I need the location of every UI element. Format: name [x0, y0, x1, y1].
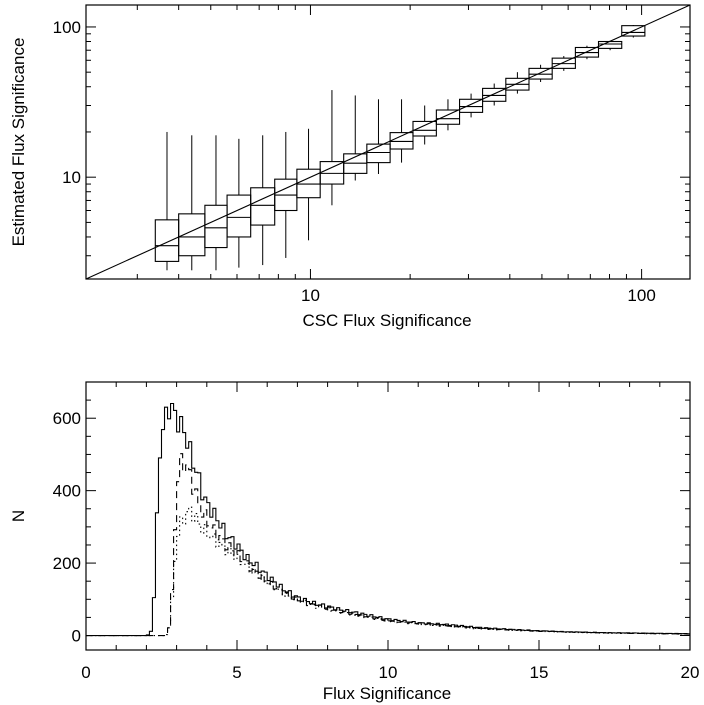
x-tick-label: 15: [530, 663, 549, 682]
histogram-frame: [85, 381, 691, 651]
x-tick-label: 5: [232, 663, 241, 682]
box-10: [389, 132, 414, 150]
box-plot-ticks: 10 100 10 100: [53, 5, 690, 305]
y-tick-label: 600: [53, 409, 81, 428]
box-7: [319, 161, 345, 185]
x-tick-label: 100: [627, 286, 655, 305]
box-3: [226, 194, 252, 238]
box-14: [482, 87, 507, 102]
box-plot-ylabel: Estimated Flux Significance: [9, 38, 28, 247]
x-tick-label: 10: [301, 286, 320, 305]
box-13: [459, 98, 484, 113]
box-plot-panel: 10 100 10 100 CSC Flux Significance Estimat…: [9, 4, 691, 330]
x-tick-label: 20: [681, 663, 700, 682]
histogram-marks: [86, 402, 690, 637]
histogram-dotted: [86, 506, 690, 637]
box-12: [435, 109, 461, 125]
box-plot-frame: [85, 4, 691, 280]
box-20: [621, 25, 646, 37]
box-9: [366, 143, 391, 164]
box-plot-marks: [85, 4, 691, 280]
x-tick-label: 10: [379, 663, 398, 682]
histogram-ylabel: N: [9, 510, 28, 522]
y-tick-label: 400: [53, 482, 81, 501]
x-tick-label: 0: [81, 663, 90, 682]
box-6: [296, 168, 321, 199]
y-tick-label: 100: [53, 18, 81, 37]
y-tick-label: 0: [72, 627, 81, 646]
box-2: [204, 204, 228, 249]
box-11: [412, 120, 437, 137]
y-tick-label: 10: [62, 168, 81, 187]
one-to-one-line: [85, 4, 691, 280]
histogram-xlabel: Flux Significance: [323, 684, 452, 703]
y-tick-label: 200: [53, 554, 81, 573]
box-plot-xlabel: CSC Flux Significance: [302, 311, 471, 330]
box-4: [250, 187, 276, 226]
box-0: [154, 219, 180, 262]
